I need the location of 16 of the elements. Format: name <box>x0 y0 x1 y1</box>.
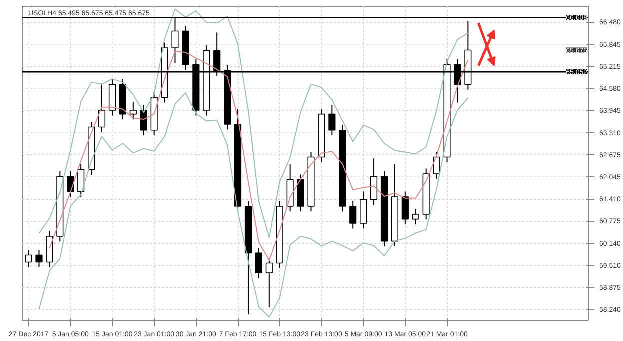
candlestick <box>255 247 262 279</box>
candlestick <box>412 208 420 226</box>
candlestick <box>328 104 336 136</box>
candlestick <box>370 158 378 206</box>
candlestick <box>433 151 440 180</box>
candlestick <box>78 164 85 198</box>
candlestick <box>25 250 32 268</box>
candlestick <box>266 258 273 308</box>
candlestick <box>140 104 148 136</box>
candlestick <box>350 200 357 230</box>
candlestick <box>98 84 106 133</box>
candlestick <box>402 191 409 226</box>
line-series <box>38 92 469 318</box>
candlestick <box>360 191 368 230</box>
candlestick <box>130 102 137 120</box>
candlestick <box>36 250 43 268</box>
